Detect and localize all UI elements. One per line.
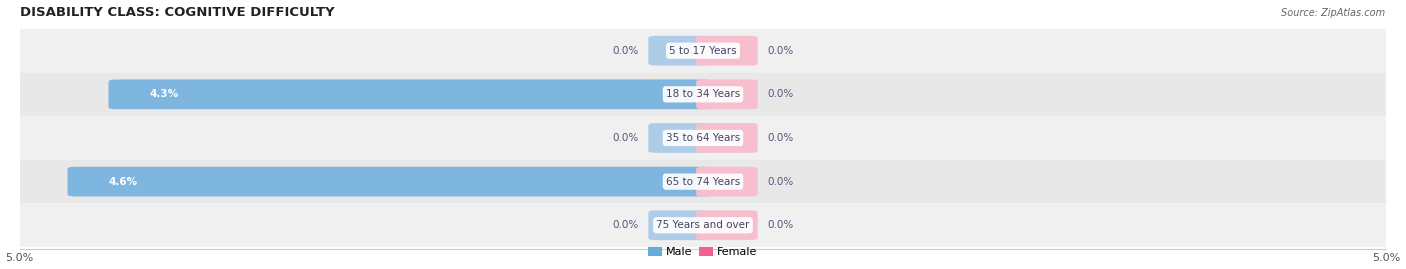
Text: 35 to 64 Years: 35 to 64 Years bbox=[666, 133, 740, 143]
Text: 4.3%: 4.3% bbox=[149, 89, 179, 99]
Text: 0.0%: 0.0% bbox=[768, 46, 793, 56]
FancyBboxPatch shape bbox=[20, 203, 1386, 247]
FancyBboxPatch shape bbox=[696, 36, 758, 66]
FancyBboxPatch shape bbox=[648, 36, 710, 66]
Text: 0.0%: 0.0% bbox=[768, 89, 793, 99]
Text: Source: ZipAtlas.com: Source: ZipAtlas.com bbox=[1281, 8, 1385, 18]
Text: DISABILITY CLASS: COGNITIVE DIFFICULTY: DISABILITY CLASS: COGNITIVE DIFFICULTY bbox=[20, 6, 335, 19]
FancyBboxPatch shape bbox=[108, 79, 710, 109]
Text: 0.0%: 0.0% bbox=[613, 133, 638, 143]
FancyBboxPatch shape bbox=[20, 116, 1386, 160]
FancyBboxPatch shape bbox=[648, 123, 710, 153]
Text: 0.0%: 0.0% bbox=[768, 177, 793, 187]
FancyBboxPatch shape bbox=[20, 29, 1386, 73]
Text: 75 Years and over: 75 Years and over bbox=[657, 220, 749, 230]
Text: 0.0%: 0.0% bbox=[613, 220, 638, 230]
Text: 0.0%: 0.0% bbox=[768, 220, 793, 230]
Text: 18 to 34 Years: 18 to 34 Years bbox=[666, 89, 740, 99]
Text: 65 to 74 Years: 65 to 74 Years bbox=[666, 177, 740, 187]
FancyBboxPatch shape bbox=[648, 210, 710, 240]
Text: 0.0%: 0.0% bbox=[613, 46, 638, 56]
Legend: Male, Female: Male, Female bbox=[644, 242, 762, 261]
FancyBboxPatch shape bbox=[67, 167, 710, 196]
Text: 5 to 17 Years: 5 to 17 Years bbox=[669, 46, 737, 56]
FancyBboxPatch shape bbox=[696, 167, 758, 196]
Text: 4.6%: 4.6% bbox=[108, 177, 138, 187]
FancyBboxPatch shape bbox=[20, 73, 1386, 116]
FancyBboxPatch shape bbox=[696, 210, 758, 240]
FancyBboxPatch shape bbox=[20, 160, 1386, 203]
Text: 0.0%: 0.0% bbox=[768, 133, 793, 143]
FancyBboxPatch shape bbox=[696, 79, 758, 109]
FancyBboxPatch shape bbox=[696, 123, 758, 153]
